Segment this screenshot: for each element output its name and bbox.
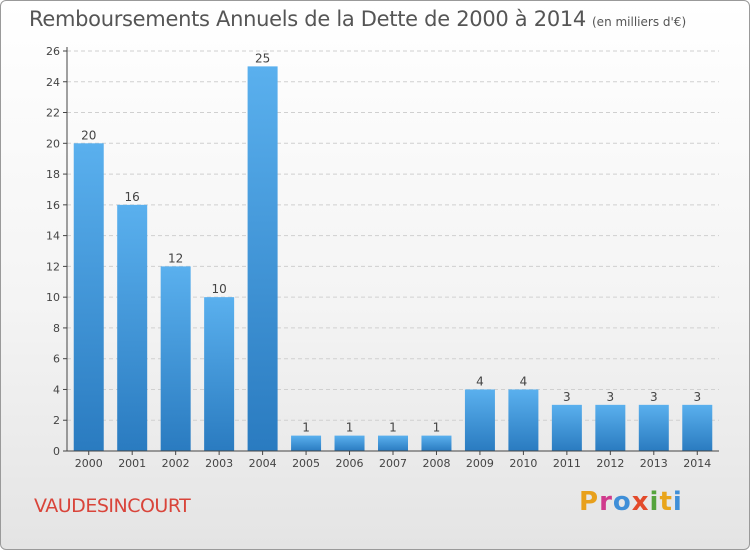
- axes: [63, 47, 719, 455]
- data-label: 10: [211, 282, 226, 296]
- x-tick-label: 2013: [640, 457, 668, 470]
- bar-2005: [291, 435, 322, 451]
- data-label: 4: [520, 374, 528, 388]
- y-tick-label: 18: [46, 168, 60, 181]
- logo-letter: x: [631, 487, 650, 517]
- x-tick-label: 2011: [553, 457, 581, 470]
- x-tick-label: 2006: [336, 457, 364, 470]
- y-tick-label: 26: [46, 45, 60, 58]
- x-tick-label: 2014: [683, 457, 711, 470]
- logo-letter: r: [599, 487, 613, 517]
- bar-2013: [638, 404, 669, 451]
- x-tick-label: 2003: [205, 457, 233, 470]
- data-label: 1: [302, 421, 310, 435]
- data-label: 20: [81, 128, 96, 142]
- y-tick-label: 24: [46, 76, 60, 89]
- y-tick-label: 8: [53, 322, 60, 335]
- x-tick-label: 2005: [292, 457, 320, 470]
- x-tick-label: 2007: [379, 457, 407, 470]
- x-tick-label: 2009: [466, 457, 494, 470]
- logo-letter: i: [672, 487, 683, 517]
- bar-2014: [682, 404, 713, 451]
- logo-letter: o: [612, 487, 632, 517]
- data-label: 12: [168, 251, 183, 265]
- bar-2008: [421, 435, 452, 451]
- commune-name: VAUDESINCOURT: [34, 495, 191, 517]
- y-tick-label: 14: [46, 230, 60, 243]
- bar-2000: [73, 143, 104, 452]
- data-label: 3: [693, 390, 701, 404]
- data-label: 1: [389, 421, 397, 435]
- data-label: 1: [433, 421, 441, 435]
- data-label: 4: [476, 374, 484, 388]
- bar-2012: [595, 404, 626, 451]
- y-tick-label: 16: [46, 199, 60, 212]
- data-label: 3: [650, 390, 658, 404]
- y-tick-label: 10: [46, 291, 60, 304]
- bar-2004: [247, 66, 278, 451]
- data-label: 16: [125, 190, 140, 204]
- y-tick-label: 2: [53, 414, 60, 427]
- chart-title-block: Remboursements Annuels de la Dette de 20…: [29, 7, 686, 31]
- bar-2009: [464, 389, 495, 451]
- y-tick-label: 6: [53, 353, 60, 366]
- y-tick-label: 12: [46, 260, 60, 273]
- data-label: 3: [607, 390, 615, 404]
- bar-2002: [160, 266, 191, 451]
- chart-title: Remboursements Annuels de la Dette de 20…: [29, 7, 586, 31]
- bar-2006: [334, 435, 365, 451]
- data-label: 1: [346, 421, 354, 435]
- y-tick-label: 22: [46, 107, 60, 120]
- x-tick-label: 2002: [162, 457, 190, 470]
- bar-2010: [508, 389, 539, 451]
- x-tick-label: 2000: [75, 457, 103, 470]
- y-tick-label: 20: [46, 137, 60, 150]
- bar-2003: [204, 297, 235, 451]
- logo-letter: P: [579, 487, 600, 517]
- chart-unit: (en milliers d'€): [592, 15, 687, 29]
- x-tick-label: 2010: [509, 457, 537, 470]
- x-tick-label: 2004: [249, 457, 277, 470]
- y-tick-label: 0: [53, 445, 60, 458]
- logo-letter: i: [649, 487, 660, 517]
- data-label: 3: [563, 390, 571, 404]
- bar-2007: [378, 435, 408, 451]
- y-tick-label: 4: [53, 383, 60, 396]
- x-tick-label: 2012: [596, 457, 624, 470]
- logo-letter: t: [659, 487, 673, 517]
- bars: [73, 66, 713, 452]
- x-tick-label: 2008: [422, 457, 450, 470]
- data-label: 25: [255, 51, 270, 65]
- bar-2011: [551, 404, 582, 451]
- labels: 0246810121416182022242620002020011620021…: [46, 45, 711, 470]
- proxiti-logo: Proxiti: [579, 487, 683, 517]
- x-tick-label: 2001: [118, 457, 146, 470]
- bar-2001: [117, 204, 148, 451]
